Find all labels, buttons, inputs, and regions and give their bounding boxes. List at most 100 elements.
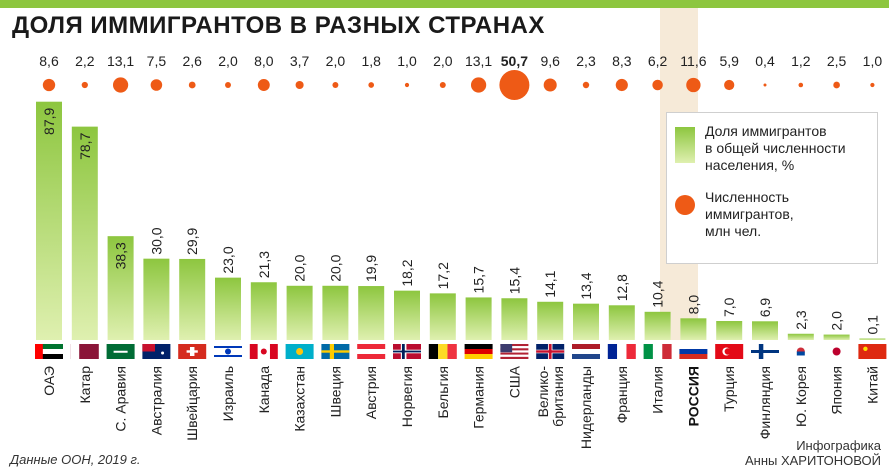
count-label: 1,0 bbox=[397, 53, 417, 69]
share-bar bbox=[608, 305, 635, 340]
flag-uk bbox=[536, 344, 565, 359]
count-dot bbox=[582, 81, 590, 89]
category-label: Турция bbox=[721, 366, 737, 412]
category-label: РОССИЯ bbox=[685, 366, 701, 426]
share-label: 15,7 bbox=[471, 266, 487, 293]
flag-finland bbox=[751, 344, 779, 359]
flag-russia bbox=[679, 344, 708, 359]
share-label: 13,4 bbox=[578, 272, 594, 299]
category-label: Нидерланды bbox=[578, 366, 594, 449]
category-label: Франция bbox=[614, 366, 630, 423]
category-label: ОАЭ bbox=[41, 366, 57, 396]
count-dot bbox=[686, 77, 701, 93]
category-label: Швеция bbox=[327, 366, 343, 417]
count-dot bbox=[724, 79, 735, 91]
share-label: 10,4 bbox=[650, 280, 666, 307]
share-label: 12,8 bbox=[614, 274, 630, 301]
share-bar bbox=[215, 277, 241, 340]
count-dot bbox=[81, 81, 88, 89]
share-label: 2,3 bbox=[793, 310, 809, 330]
legend-count-label: Численность иммигрантов, млн чел. bbox=[705, 189, 794, 239]
share-label: 2,0 bbox=[829, 311, 845, 331]
count-label: 7,5 bbox=[147, 53, 167, 69]
share-bar bbox=[143, 258, 170, 340]
count-dot bbox=[499, 70, 530, 100]
count-label: 8,6 bbox=[39, 53, 59, 69]
category-label: Япония bbox=[829, 366, 845, 415]
share-bar bbox=[823, 334, 850, 340]
share-label: 29,9 bbox=[184, 227, 200, 254]
share-bar bbox=[71, 126, 98, 340]
infographic-credit: Инфографика Анны ХАРИТОНОВОЙ bbox=[744, 438, 881, 468]
share-bar bbox=[286, 285, 313, 340]
flag-south-korea bbox=[786, 344, 815, 359]
flag-canada bbox=[249, 344, 278, 359]
count-dot bbox=[42, 78, 56, 92]
share-label: 8,0 bbox=[685, 295, 701, 315]
share-label: 15,4 bbox=[506, 267, 522, 294]
count-label: 9,6 bbox=[540, 53, 560, 69]
count-label: 2,0 bbox=[433, 53, 453, 69]
count-label: 2,0 bbox=[326, 53, 346, 69]
share-label: 87,9 bbox=[41, 107, 57, 134]
share-bar bbox=[644, 311, 671, 340]
count-label: 6,2 bbox=[648, 53, 668, 69]
share-label: 0,1 bbox=[864, 315, 880, 335]
count-dot bbox=[188, 81, 196, 89]
chart-title: ДОЛЯ ИММИГРАНТОВ В РАЗНЫХ СТРАНАХ bbox=[12, 12, 545, 39]
share-label: 20,0 bbox=[292, 254, 308, 281]
share-bar bbox=[36, 101, 62, 341]
category-label: Велико-британия bbox=[535, 366, 566, 427]
category-label: С. Аравия bbox=[113, 366, 129, 432]
count-label: 11,6 bbox=[680, 53, 706, 69]
share-bar bbox=[859, 338, 886, 340]
category-label: Австрия bbox=[363, 366, 379, 419]
share-label: 6,9 bbox=[757, 298, 773, 318]
count-dot bbox=[112, 77, 129, 93]
legend-dot-swatch bbox=[675, 195, 695, 215]
category-label: Китай bbox=[864, 366, 880, 404]
category-label: Швейцария bbox=[184, 366, 200, 441]
count-label: 5,9 bbox=[719, 53, 739, 69]
count-dot bbox=[470, 77, 487, 93]
flag-switzerland bbox=[178, 344, 207, 359]
count-dot bbox=[368, 82, 375, 88]
legend-item-share: Доля иммигрантов в общей численности нас… bbox=[675, 123, 846, 174]
share-bar bbox=[787, 333, 814, 340]
count-label: 1,0 bbox=[863, 53, 883, 69]
flag-belgium bbox=[428, 344, 457, 359]
share-label: 78,7 bbox=[77, 132, 93, 159]
count-dot bbox=[763, 83, 767, 87]
count-dot bbox=[332, 82, 339, 88]
share-label: 14,1 bbox=[542, 270, 558, 297]
category-label: Канада bbox=[256, 366, 272, 414]
share-bar bbox=[250, 282, 277, 340]
top-accent-bar bbox=[0, 0, 889, 8]
share-bar bbox=[501, 298, 528, 340]
category-label: Казахстан bbox=[292, 366, 308, 432]
flag-germany bbox=[464, 344, 493, 359]
share-bar bbox=[752, 321, 778, 340]
share-label: 7,0 bbox=[721, 297, 737, 317]
count-label: 8,0 bbox=[254, 53, 274, 69]
source-note: Данные ООН, 2019 г. bbox=[10, 452, 141, 467]
flag-qatar bbox=[70, 344, 99, 359]
flag-italy bbox=[643, 344, 672, 359]
flag-norway bbox=[393, 344, 421, 359]
category-label: Финляндия bbox=[757, 366, 773, 439]
flag-austria bbox=[357, 344, 386, 359]
count-label: 1,2 bbox=[791, 53, 811, 69]
share-bar bbox=[322, 285, 349, 340]
category-label: Израиль bbox=[220, 366, 236, 421]
flag-saudi-arabia bbox=[106, 344, 135, 359]
share-label: 19,9 bbox=[363, 255, 379, 282]
share-bar bbox=[573, 303, 599, 340]
share-bar bbox=[429, 293, 456, 340]
flag-netherlands bbox=[572, 344, 600, 359]
count-label: 3,7 bbox=[290, 53, 310, 69]
share-bar bbox=[716, 321, 743, 340]
share-bar bbox=[680, 318, 707, 340]
flag-australia bbox=[142, 344, 171, 359]
count-dot bbox=[150, 79, 163, 91]
